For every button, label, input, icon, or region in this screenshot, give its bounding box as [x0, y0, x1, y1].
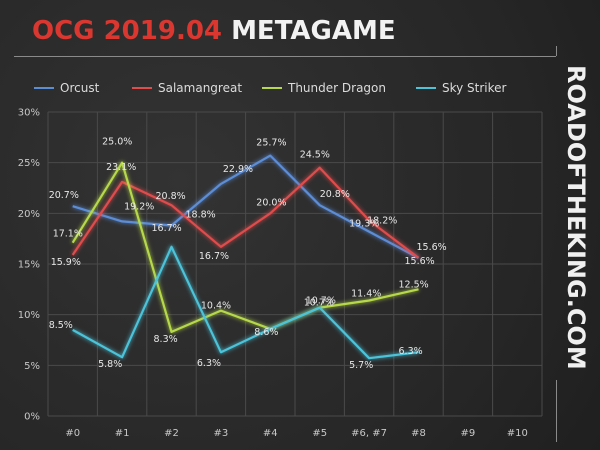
data-label: 22.9%	[223, 164, 253, 175]
data-label: 20.8%	[320, 189, 350, 200]
data-label: 15.6%	[417, 242, 447, 253]
series-line	[72, 245, 419, 360]
y-tick-label: 25%	[18, 158, 40, 169]
data-labels: 20.7% 19.2% 18.8% 22.9% 25.7% 20.8% 18.2% 15.6%…	[49, 137, 447, 372]
y-tick-label: 5%	[24, 361, 40, 372]
data-label: 10.7%	[306, 296, 336, 307]
data-label: 6.3%	[197, 358, 221, 369]
series-line	[71, 166, 420, 259]
legend-label: Salamangreat	[158, 81, 242, 95]
x-tick-label: #0	[65, 428, 80, 439]
side-divider-bottom	[556, 380, 557, 442]
legend-label: Thunder Dragon	[287, 81, 386, 95]
data-label: 20.8%	[156, 191, 186, 202]
data-label: 11.4%	[351, 288, 381, 299]
data-label: 18.2%	[367, 216, 397, 227]
data-label: 10.4%	[201, 301, 231, 312]
legend: Orcust Salamangreat Thunder Dragon Sky Stri…	[34, 81, 507, 95]
data-label: 5.8%	[98, 359, 122, 370]
title-main: METAGAME	[231, 16, 396, 46]
data-label: 8.3%	[154, 334, 178, 345]
x-tick-label: #8	[411, 428, 426, 439]
x-tick-label: #5	[312, 428, 327, 439]
data-label: 25.0%	[102, 137, 132, 148]
series-line	[72, 154, 420, 259]
title-accent: OCG 2019.04	[32, 16, 222, 46]
series-lines	[71, 154, 420, 360]
data-label: 15.9%	[51, 257, 81, 268]
grid	[47, 111, 543, 417]
data-label: 5.7%	[349, 360, 373, 371]
legend-label: Orcust	[60, 81, 100, 95]
y-tick-label: 0%	[24, 412, 40, 423]
page-title: OCG 2019.04 METAGAME	[32, 14, 396, 48]
y-tick-label: 30%	[18, 108, 40, 119]
y-tick-label: 10%	[18, 310, 40, 321]
data-label: 16.7%	[199, 251, 229, 262]
x-tick-label: #9	[461, 428, 476, 439]
side-brand-wrap: ROADOFTHEKING.COM	[558, 62, 594, 372]
data-label: 12.5%	[399, 279, 429, 290]
x-tick-label: #6, #7	[351, 428, 387, 439]
data-label: 10.7%	[304, 298, 334, 309]
x-tick-label: #2	[164, 428, 179, 439]
x-tick-label: #3	[214, 428, 229, 439]
legend-label: Sky Striker	[442, 81, 507, 95]
side-divider-top	[556, 46, 557, 56]
x-tick-label: #10	[507, 428, 528, 439]
data-label: 19.2%	[124, 201, 154, 212]
data-label: 8.6%	[254, 327, 278, 338]
data-label: 20.7%	[49, 190, 79, 201]
title-divider	[14, 56, 556, 57]
data-label: 17.1%	[53, 229, 83, 240]
series-line	[71, 161, 419, 333]
side-brand: ROADOFTHEKING.COM	[562, 64, 590, 370]
data-label: 15.6%	[405, 256, 435, 267]
data-label: 23.1%	[106, 162, 136, 173]
data-label: 18.8%	[186, 209, 216, 220]
data-label: 8.5%	[49, 320, 73, 331]
data-label: 16.7%	[152, 223, 182, 234]
x-tick-label: #4	[263, 428, 278, 439]
data-label: 24.5%	[300, 150, 330, 161]
data-label: 25.7%	[256, 138, 286, 149]
y-tick-label: 15%	[18, 260, 40, 271]
y-tick-label: 20%	[18, 209, 40, 220]
axes: 0% 5% 10% 15% 20% 25% 30% #0 #1 #2 #3 #4 #5 #6, #7 #8 #…	[18, 108, 528, 440]
x-tick-label: #1	[115, 428, 130, 439]
data-label: 20.0%	[256, 197, 286, 208]
data-label: 19.3%	[349, 218, 379, 229]
data-label: 6.3%	[399, 346, 423, 357]
